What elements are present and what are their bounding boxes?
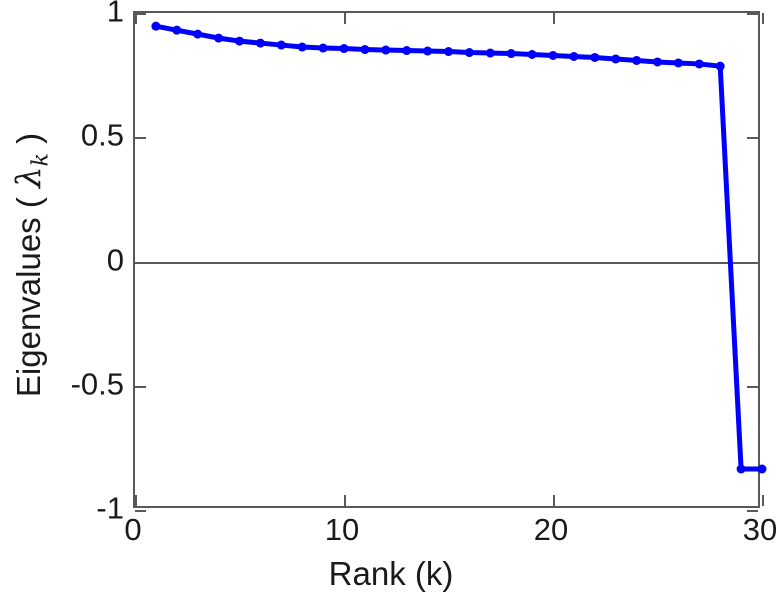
data-point-marker xyxy=(464,48,474,58)
series-line xyxy=(153,23,765,472)
plot-area xyxy=(133,11,767,512)
y-axis-tick-label: 0.5 xyxy=(80,117,124,153)
data-point-marker xyxy=(673,58,683,68)
x-axis-tick-label: 30 xyxy=(742,512,778,547)
x-axis-tick-30 xyxy=(762,495,764,506)
x-axis-tick-label: 10 xyxy=(324,512,360,547)
x-axis-tick-10 xyxy=(344,495,346,506)
y-axis-tick-label: 1 xyxy=(106,0,124,29)
data-point-marker xyxy=(653,57,662,67)
y-axis-tick-0 xyxy=(747,261,758,264)
y-axis-tick-neg0p5 xyxy=(747,385,758,388)
data-point-marker xyxy=(381,45,391,55)
y-axis-tick-label: 0 xyxy=(106,242,124,277)
data-point-marker xyxy=(423,46,433,56)
x-axis-tick-30 xyxy=(762,13,764,24)
y-axis-tick-label: -1 xyxy=(96,490,124,526)
data-point-marker xyxy=(360,45,370,55)
data-point-marker xyxy=(214,33,224,43)
x-axis-tick-0 xyxy=(135,13,137,24)
y-axis-tick-1 xyxy=(135,13,146,15)
y-axis-title-suffix: ) xyxy=(9,132,47,154)
data-point-marker xyxy=(694,59,704,69)
data-point-marker xyxy=(255,38,265,48)
data-point-marker xyxy=(297,42,307,52)
zero-reference-line xyxy=(135,261,758,264)
lambda-subscript: k xyxy=(28,153,54,167)
data-point-marker xyxy=(339,44,349,54)
y-axis-title-prefix: Eigenvalues ( xyxy=(9,187,47,398)
y-axis-tick-0 xyxy=(135,261,146,264)
data-point-marker xyxy=(276,40,286,50)
y-axis-tick-labels: 1 0.5 0 -0.5 -1 xyxy=(0,0,124,600)
y-axis-tick-0p5 xyxy=(747,137,758,140)
x-axis-tick-20 xyxy=(553,13,555,24)
data-point-marker xyxy=(485,48,495,58)
y-axis-tick-1 xyxy=(747,13,758,15)
data-point-marker xyxy=(590,52,600,62)
data-point-marker xyxy=(151,21,161,31)
y-axis-title-text: Eigenvalues ( λk ) xyxy=(8,132,60,398)
data-point-marker xyxy=(506,49,516,59)
y-axis-tick-neg1 xyxy=(747,510,758,512)
data-point-marker xyxy=(548,50,558,60)
y-axis-tick-neg0p5 xyxy=(135,385,146,388)
data-point-marker xyxy=(318,43,328,53)
data-point-marker xyxy=(715,61,725,71)
data-point-marker xyxy=(632,55,642,65)
x-axis-tick-label: 0 xyxy=(124,512,142,547)
data-point-marker xyxy=(527,50,537,59)
data-point-marker xyxy=(757,464,767,474)
data-point-marker xyxy=(444,47,453,57)
y-axis-title: Eigenvalues ( λk ) xyxy=(9,0,55,545)
x-axis-tick-20 xyxy=(553,495,555,506)
data-point-marker xyxy=(569,51,579,61)
data-point-marker xyxy=(402,46,412,56)
y-axis-tick-label: -0.5 xyxy=(70,366,124,402)
x-axis-title: Rank (k) xyxy=(328,555,454,592)
data-point-marker xyxy=(235,36,244,46)
data-point-marker xyxy=(736,464,746,474)
y-axis-tick-0p5 xyxy=(135,137,146,140)
eigenvalue-series xyxy=(151,21,767,474)
x-axis-tick-label: 20 xyxy=(533,512,569,547)
data-point-marker xyxy=(172,25,182,35)
data-point-marker xyxy=(193,29,203,39)
y-axis-tick-neg1 xyxy=(135,510,146,512)
x-axis-tick-0 xyxy=(135,495,137,506)
data-point-marker xyxy=(611,54,621,64)
lambda-symbol: λ xyxy=(8,166,49,188)
x-axis-tick-10 xyxy=(344,13,346,24)
